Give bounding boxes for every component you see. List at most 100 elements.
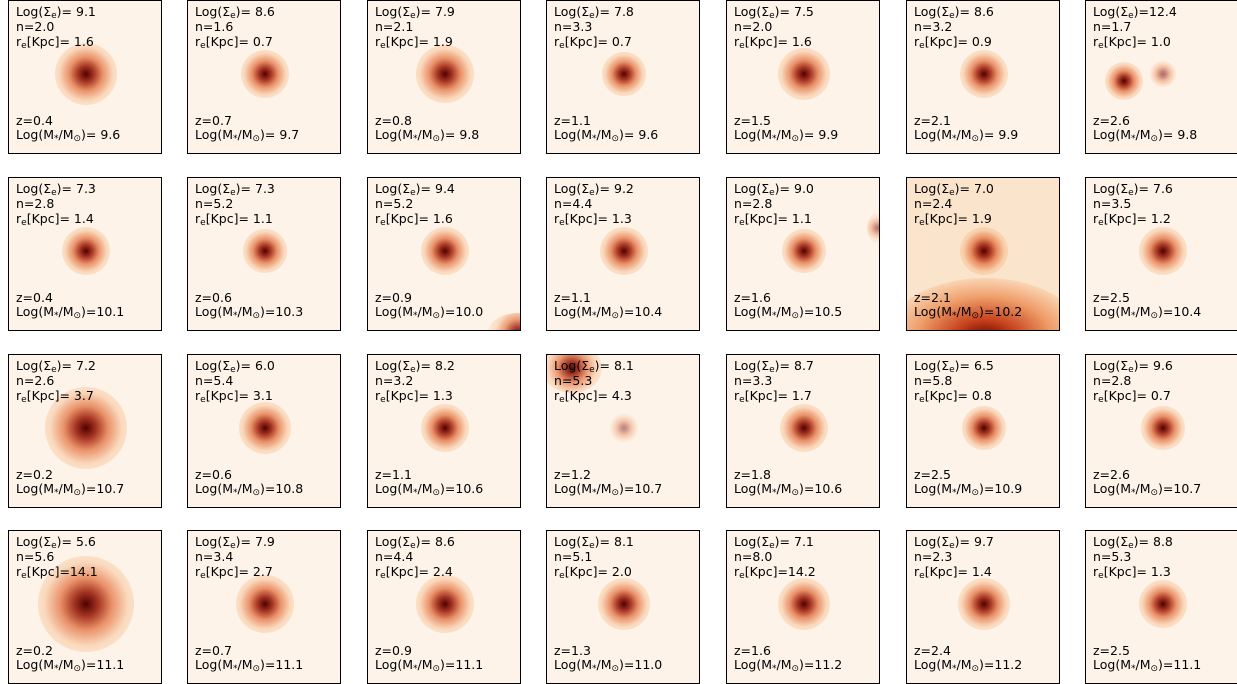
sigma-label-key: Log(Σe)= — [375, 4, 432, 21]
mass-label: Log(M*/M⊙)= 9.8 — [1093, 128, 1197, 144]
mass-label-key: Log(M*/M⊙)= — [1093, 481, 1174, 498]
mass-label-key: Log(M*/M⊙)= — [554, 657, 635, 674]
redshift-label-value: 2.6 — [1110, 113, 1130, 128]
sigma-label-value: 7.3 — [251, 181, 275, 196]
mass-label-value: 10.4 — [1173, 304, 1202, 319]
redshift-label: z=1.2 — [554, 468, 591, 481]
mass-label: Log(M*/M⊙)=10.2 — [914, 305, 1022, 321]
mass-label-value: 11.1 — [96, 657, 125, 672]
galaxy-core — [1139, 580, 1187, 628]
sersic-label: n=5.3 — [1093, 550, 1131, 563]
sigma-label: Log(Σe)= 7.2 — [16, 359, 96, 375]
re-label-value: 1.0 — [1146, 34, 1171, 49]
galaxy-core — [238, 401, 292, 455]
sigma-label-key: Log(Σe)= — [16, 181, 73, 198]
sersic-label-value: 3.2 — [393, 373, 414, 388]
sigma-label-value: 7.5 — [790, 4, 814, 19]
mass-label-value: 11.1 — [275, 657, 304, 672]
re-label-key: re[Kpc]= — [375, 564, 429, 581]
redshift-label: z=0.7 — [195, 114, 232, 127]
re-label-value: 1.7 — [787, 388, 812, 403]
sigma-label: Log(Σe)= 8.6 — [375, 535, 455, 551]
galaxy-core — [1139, 227, 1187, 275]
mass-label: Log(M*/M⊙)=10.7 — [554, 482, 662, 498]
re-label-value: 2.7 — [248, 564, 273, 579]
sersic-label-value: 5.6 — [34, 549, 55, 564]
sigma-label-key: Log(Σe)= — [554, 4, 611, 21]
re-label: re[Kpc]= 3.7 — [16, 389, 94, 405]
sigma-label-key: Log(Σe)= — [734, 358, 791, 375]
sigma-label-key: Log(Σe)= — [554, 358, 611, 375]
sigma-label: Log(Σe)= 9.6 — [1093, 358, 1173, 375]
sigma-label-value: 9.6 — [1149, 358, 1173, 373]
sersic-label-value: 3.2 — [932, 19, 953, 34]
sigma-label-value: 12.4 — [1149, 4, 1177, 19]
mass-label: Log(M*/M⊙)=10.0 — [375, 304, 484, 321]
sigma-label-key: Log(Σe)= — [914, 4, 971, 21]
sigma-label: Log(Σe)= 7.5 — [734, 4, 814, 21]
mass-label-key: Log(M*/M⊙)= — [734, 481, 815, 498]
re-label-key: re[Kpc]= — [375, 388, 429, 405]
galaxy-core — [960, 227, 1008, 275]
sigma-label-key: Log(Σe)= — [734, 534, 791, 551]
mass-label: Log(M*/M⊙)=11.1 — [1093, 658, 1201, 674]
sersic-label: n=4.4 — [554, 197, 592, 210]
sigma-label-value: 8.1 — [610, 534, 634, 549]
redshift-label-key: z= — [16, 290, 34, 305]
re-label: re[Kpc]= 3.1 — [195, 389, 273, 405]
sigma-label: Log(Σe)= 7.9 — [375, 4, 455, 21]
redshift-label-key: z= — [16, 113, 34, 128]
galaxy-stamp: Log(Σe)= 9.4 n=5.2 re[Kpc]= 1.6 z=0.9 Log(M*… — [367, 177, 521, 331]
mass-label-key: Log(M*/M⊙)= — [734, 304, 815, 321]
galaxy-stamp: Log(Σe)= 8.6 n=4.4 re[Kpc]= 2.4 z=0.9 Log(M*… — [367, 530, 521, 684]
sigma-label: Log(Σe)= 8.8 — [1093, 535, 1173, 551]
re-label: re[Kpc]= 1.4 — [914, 565, 992, 581]
re-label-value: 1.3 — [1146, 564, 1171, 579]
redshift-label-key: z= — [914, 467, 932, 482]
galaxy-core — [416, 575, 474, 633]
sersic-label-value: 5.8 — [932, 373, 953, 388]
mass-label-value: 10.0 — [455, 304, 484, 319]
sigma-label-value: 8.6 — [970, 4, 994, 19]
galaxy-stamp: Log(Σe)= 9.7 n=2.3 re[Kpc]= 1.4 z=2.4 Log(M*… — [906, 530, 1060, 684]
re-label-value: 1.4 — [69, 211, 94, 226]
sersic-label-value: 3.4 — [213, 549, 234, 564]
edge-source — [867, 213, 879, 243]
redshift-label-value: 1.1 — [571, 290, 591, 305]
sigma-label: Log(Σe)= 9.7 — [914, 535, 994, 551]
galaxy-stamp: Log(Σe)= 6.0 n=5.4 re[Kpc]= 3.1 z=0.6 Log(M*… — [187, 354, 341, 508]
mass-label-value: 9.9 — [814, 127, 839, 142]
re-label: re[Kpc]= 0.7 — [554, 35, 632, 51]
sersic-label: n=3.3 — [734, 374, 772, 387]
galaxy-stamp: Log(Σe)= 7.2 n=2.6 re[Kpc]= 3.7 z=0.2 Log(M*… — [8, 354, 162, 508]
redshift-label-value: 2.4 — [931, 643, 951, 658]
re-label: re[Kpc]=14.2 — [734, 565, 816, 581]
redshift-label-value: 0.2 — [33, 643, 53, 658]
sigma-label-value: 5.6 — [72, 534, 96, 549]
mass-label: Log(M*/M⊙)=10.7 — [16, 482, 124, 498]
sersic-label-value: 5.4 — [213, 373, 234, 388]
sersic-label: n=2.1 — [375, 20, 413, 33]
sigma-label: Log(Σe)=12.4 — [1093, 4, 1177, 21]
companion-source — [1150, 61, 1176, 87]
redshift-label-value: 2.5 — [1110, 643, 1130, 658]
sigma-label-value: 9.0 — [790, 181, 814, 196]
sigma-label: Log(Σe)= 9.4 — [375, 182, 455, 198]
galaxy-core — [782, 229, 826, 273]
mass-label: Log(M*/M⊙)= 9.6 — [16, 128, 120, 144]
mass-label-value: 10.1 — [96, 304, 125, 319]
sersic-label: n=3.2 — [375, 374, 413, 387]
galaxy-stamp: Log(Σe)= 7.9 n=2.1 re[Kpc]= 1.9 z=0.8 Log(M*… — [367, 0, 521, 154]
galaxy-core — [780, 404, 828, 452]
redshift-label-value: 2.5 — [931, 467, 951, 482]
sersic-label: n=3.3 — [554, 20, 592, 33]
redshift-label-value: 0.9 — [392, 290, 412, 305]
redshift-label-value: 0.6 — [212, 290, 232, 305]
galaxy-core — [38, 556, 134, 652]
galaxy-stamp: Log(Σe)= 9.2 n=4.4 re[Kpc]= 1.3 z=1.1 Log(M*… — [546, 177, 700, 331]
redshift-label-value: 2.5 — [1110, 290, 1130, 305]
re-label: re[Kpc]= 1.0 — [1093, 34, 1171, 51]
re-label: re[Kpc]= 1.7 — [734, 388, 812, 405]
sersic-label-key: n= — [734, 19, 753, 34]
mass-label-value: 10.3 — [275, 304, 304, 319]
